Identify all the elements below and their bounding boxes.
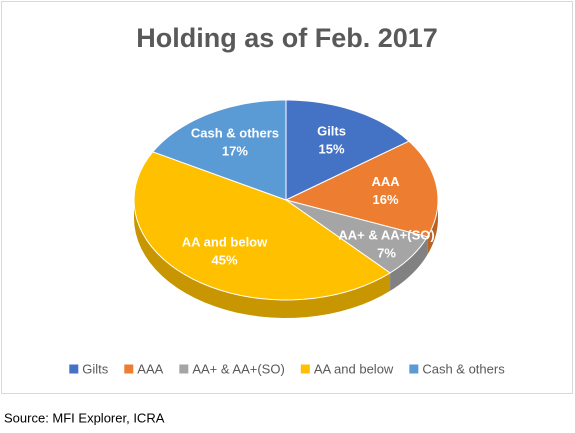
- legend-label: AA+ & AA+(SO): [192, 361, 285, 376]
- legend-label: AAA: [137, 361, 163, 376]
- data-label-value: 7%: [377, 245, 396, 260]
- legend-swatch: [300, 364, 310, 374]
- legend-swatch: [69, 364, 79, 374]
- data-label-name: Cash & others: [191, 126, 279, 141]
- legend-label: Gilts: [82, 361, 109, 376]
- legend-swatch: [124, 364, 134, 374]
- legend-item: AA+ & AA+(SO): [179, 361, 285, 376]
- data-label-value: 16%: [373, 192, 399, 207]
- legend-item: AA and below: [300, 361, 394, 376]
- slice-side: [134, 200, 391, 318]
- slice: [285, 199, 429, 274]
- slice-side: [390, 236, 428, 291]
- legend-item: Gilts: [69, 361, 109, 376]
- data-label-name: AA and below: [182, 235, 268, 250]
- data-label-value: 15%: [319, 142, 345, 157]
- source-note: Source: MFI Explorer, ICRA: [4, 410, 165, 425]
- legend-item: Cash & others: [409, 361, 505, 376]
- data-label-name: AA+ & AA+(SO): [338, 227, 434, 242]
- data-label-name: Gilts: [317, 124, 346, 139]
- pie: Gilts 15% AAA 16% AA+ & AA+(SO) 7% AA and belo…: [133, 99, 439, 318]
- legend-label: AA and below: [314, 361, 394, 376]
- legend-swatch: [409, 364, 419, 374]
- slice: [151, 99, 287, 201]
- legend-label: Cash & others: [422, 361, 505, 376]
- data-label-name: AAA: [371, 174, 400, 189]
- legend-swatch: [179, 364, 189, 374]
- data-label-value: 17%: [222, 144, 248, 159]
- slice: [133, 151, 391, 301]
- legend: Gilts AAA AA+ & AA+(SO) AA and below Cash & …: [69, 361, 505, 376]
- legend-item: AAA: [124, 361, 164, 376]
- slice: [285, 99, 410, 201]
- slice: [284, 140, 439, 238]
- data-label-value: 45%: [211, 253, 237, 268]
- chart-title: Holding as of Feb. 2017: [136, 23, 438, 53]
